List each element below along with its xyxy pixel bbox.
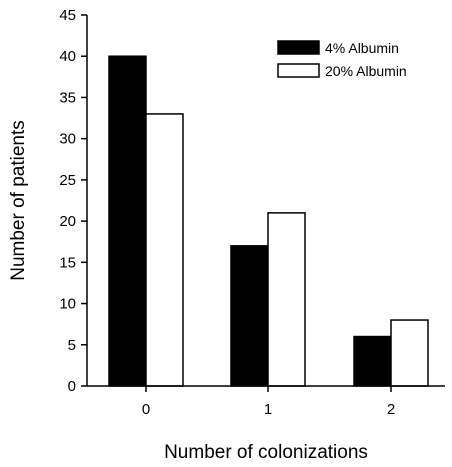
y-tick-label: 40 bbox=[59, 48, 76, 65]
x-tick-label: 1 bbox=[264, 401, 272, 418]
y-tick-label: 20 bbox=[59, 213, 76, 230]
y-axis-title: Number of patients bbox=[8, 120, 29, 281]
legend-label: 20% Albumin bbox=[325, 63, 407, 79]
bar-albumin-4-cat-2 bbox=[353, 335, 392, 387]
x-axis-title: Number of colonizations bbox=[164, 442, 368, 463]
legend-swatch bbox=[277, 63, 320, 78]
legend: 4% Albumin 20% Albumin bbox=[277, 40, 407, 79]
y-tick-label: 0 bbox=[68, 378, 76, 395]
legend-swatch bbox=[277, 40, 320, 55]
bars-layer bbox=[108, 55, 429, 387]
x-axis-ticks: 0 1 2 bbox=[142, 386, 395, 418]
legend-label: 4% Albumin bbox=[325, 40, 399, 56]
bar-albumin-20-cat-0 bbox=[145, 113, 184, 387]
bar-albumin-20-cat-1 bbox=[267, 212, 306, 387]
y-tick-label: 30 bbox=[59, 131, 76, 148]
y-tick-label: 35 bbox=[59, 89, 76, 106]
x-tick-label: 2 bbox=[387, 401, 395, 418]
bar-albumin-4-cat-0 bbox=[108, 55, 147, 387]
y-axis-ticks: 0 5 10 15 20 25 30 35 40 45 bbox=[59, 7, 87, 395]
bar-albumin-20-cat-2 bbox=[390, 319, 429, 387]
bar-albumin-4-cat-1 bbox=[230, 245, 269, 387]
y-tick-label: 25 bbox=[59, 172, 76, 189]
y-tick-label: 10 bbox=[59, 296, 76, 313]
y-tick-label: 15 bbox=[59, 254, 76, 271]
y-tick-label: 45 bbox=[59, 7, 76, 24]
y-tick-label: 5 bbox=[68, 337, 76, 354]
x-tick-label: 0 bbox=[142, 401, 150, 418]
